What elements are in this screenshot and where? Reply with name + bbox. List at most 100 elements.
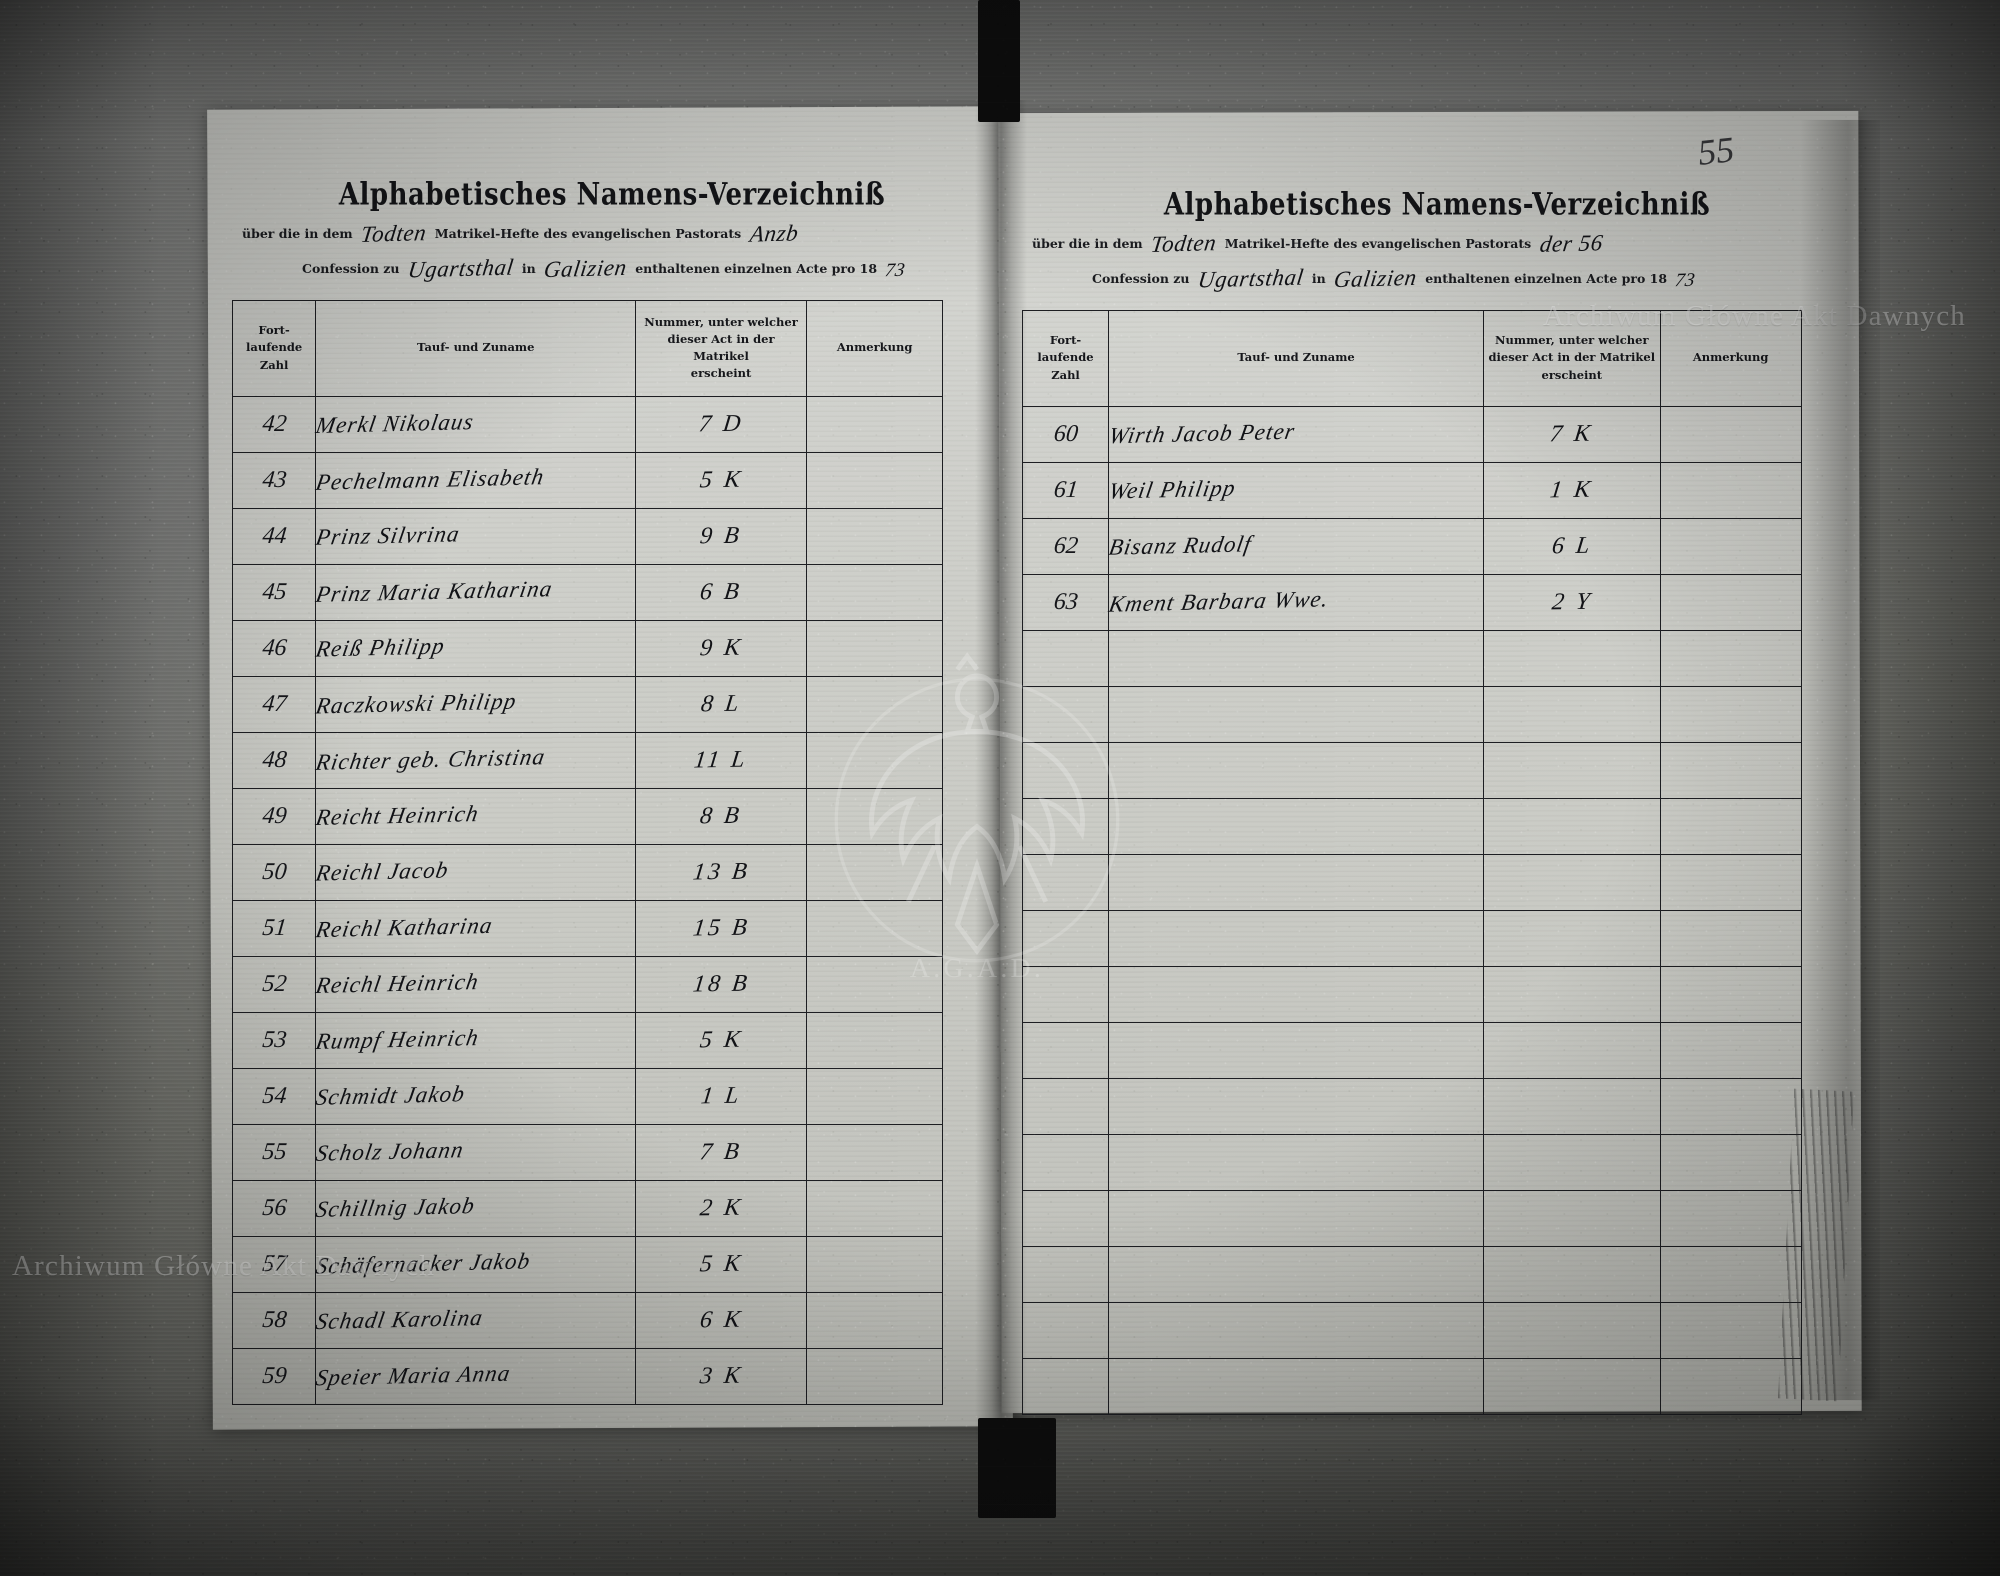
cell-edge-pad	[942, 1124, 992, 1180]
cell-edge-pad	[942, 396, 992, 452]
folio-number: 55	[1696, 129, 1736, 173]
cell-remark	[1659, 1133, 1802, 1191]
cell-edge-pad	[1800, 406, 1852, 462]
cell-matrikel-number	[1483, 965, 1661, 1023]
cell-name: Reichl Katharina	[314, 899, 637, 957]
cell-edge-pad	[942, 956, 992, 1012]
subtitle-post: enthaltenen einzelnen Acte pro 18	[1425, 270, 1668, 286]
cell-name	[1108, 1189, 1485, 1247]
cell-name: Reichl Jacob	[314, 843, 637, 901]
cell-matrikel-number: 13 B	[635, 843, 807, 901]
table-row	[1019, 1357, 1852, 1415]
cell-sequence-number: 48	[229, 732, 319, 788]
table-row: 59 Speier Maria Anna 3 K	[229, 1347, 992, 1405]
cell-edge-pad	[942, 676, 992, 732]
cell-remark	[805, 899, 944, 957]
cell-sequence-number: 62	[1019, 518, 1112, 574]
cell-edge-pad	[1800, 1358, 1852, 1414]
cell-matrikel-number: 7 B	[635, 1123, 807, 1181]
cell-name: Kment Barbara Wwe.	[1107, 573, 1485, 631]
cell-remark	[805, 955, 944, 1013]
table-row: 48 Richter geb. Christina 11 L	[229, 731, 992, 789]
table-row	[1019, 909, 1852, 967]
cell-edge-pad	[942, 1348, 992, 1404]
cell-sequence-number	[1019, 854, 1112, 910]
handwritten-name: Scholz Johann	[314, 1137, 467, 1166]
handwritten-matrikel-number: 9 B	[698, 522, 744, 549]
handwritten-name: Reiß Philipp	[314, 633, 448, 662]
column-header-matrikel-number: Nummer, unter welcher dieser Act in der …	[1483, 309, 1661, 407]
cell-name	[1108, 1245, 1485, 1303]
cell-remark	[805, 507, 944, 565]
table-row	[1019, 629, 1852, 687]
cell-remark	[805, 619, 944, 677]
handwritten-matrikel-number: 1 K	[1548, 476, 1595, 503]
cell-sequence-number: 57	[229, 1236, 319, 1292]
cell-sequence-number	[1019, 1246, 1112, 1302]
table-row: 54 Schmidt Jakob 1 L	[229, 1067, 992, 1125]
table-row: 56 Schillnig Jakob 2 K	[229, 1179, 992, 1237]
handwritten-year: 73	[1674, 269, 1698, 292]
handwritten-matrikel-number: 6 K	[697, 1306, 745, 1333]
cell-sequence-number: 44	[229, 508, 319, 564]
page-heading: Alphabetisches Namens-Verzeichniß	[338, 177, 886, 213]
handwritten-matrikel-number: 9 K	[697, 634, 745, 661]
book-clamp-top	[978, 0, 1020, 122]
cell-matrikel-number: 1 L	[635, 1067, 807, 1125]
cell-name	[1108, 1133, 1485, 1191]
handwritten-year: 73	[884, 259, 908, 282]
handwritten-matrikel-number: 2 K	[697, 1194, 745, 1221]
handwritten-region: Galizien	[542, 254, 629, 282]
cell-edge-pad	[942, 1180, 992, 1236]
handwritten-matrikel-number: 2 Y	[1550, 588, 1594, 615]
handwritten-name: Wirth Jacob Peter	[1107, 418, 1298, 449]
table-row	[1019, 1021, 1852, 1079]
cell-sequence-number	[1019, 742, 1112, 798]
subtitle-confession-pre: Confession zu	[302, 260, 400, 276]
handwritten-pastorate: der 56	[1538, 230, 1605, 257]
cell-matrikel-number: 5 K	[635, 1011, 807, 1069]
cell-sequence-number: 61	[1019, 462, 1112, 518]
cell-matrikel-number: 2 K	[635, 1179, 807, 1237]
register-page-left: Alphabetisches Namens-Verzeichniß über d…	[229, 118, 992, 1405]
cell-matrikel-number: 6 K	[635, 1291, 807, 1349]
cell-edge-pad	[942, 732, 992, 788]
cell-name: Merkl Nikolaus	[314, 395, 637, 453]
cell-remark	[1659, 685, 1802, 743]
column-header-edge-pad	[942, 300, 992, 396]
handwritten-matrikel-number: 7 K	[1548, 420, 1595, 447]
table-header-row: Fort- laufende Zahl Tauf- und Zuname Num…	[1021, 309, 1852, 407]
column-header-remark: Anmerkung	[805, 299, 944, 397]
cell-sequence-number: 46	[229, 620, 319, 676]
cell-name	[1108, 1357, 1485, 1415]
handwritten-matrikel-number: 11 L	[692, 746, 750, 773]
cell-matrikel-number: 2 Y	[1483, 573, 1661, 631]
handwritten-name: Merkl Nikolaus	[314, 409, 477, 438]
handwritten-region: Galizien	[1332, 264, 1419, 292]
subtitle-line-2: Confession zu Ugartsthal in Galizien ent…	[1022, 264, 1852, 294]
table-header-row: Fort- laufende Zahl Tauf- und Zuname Num…	[231, 299, 992, 397]
cell-edge-pad	[942, 452, 992, 508]
cell-name: Reiß Philipp	[314, 619, 637, 677]
table-body-left: 42 Merkl Nikolaus 7 D 43 Pechelmann Elisabet…	[229, 395, 992, 1405]
handwritten-matrikel-number: 6 B	[698, 578, 744, 605]
table-row: 63 Kment Barbara Wwe. 2 Y	[1019, 573, 1852, 631]
subtitle-mid: Matrikel-Hefte des evangelischen Pastora…	[1224, 236, 1532, 251]
handwritten-name: Speier Maria Anna	[314, 1360, 513, 1391]
cell-matrikel-number: 5 K	[635, 451, 807, 509]
cell-remark	[805, 1067, 944, 1125]
cell-remark	[1659, 461, 1802, 519]
cell-matrikel-number	[1483, 1189, 1661, 1247]
table-row	[1019, 741, 1852, 799]
handwritten-matrikel-number: 7 D	[697, 410, 745, 437]
table-row	[1019, 1077, 1852, 1135]
cell-sequence-number: 60	[1019, 406, 1112, 462]
cell-edge-pad	[942, 1292, 992, 1348]
cell-remark	[805, 451, 944, 509]
cell-name	[1108, 965, 1485, 1023]
handwritten-place: Ugartsthal	[1196, 264, 1306, 293]
cell-edge-pad	[942, 564, 992, 620]
cell-edge-pad	[1800, 574, 1852, 630]
cell-sequence-number	[1019, 798, 1112, 854]
cell-remark	[1659, 1021, 1802, 1079]
